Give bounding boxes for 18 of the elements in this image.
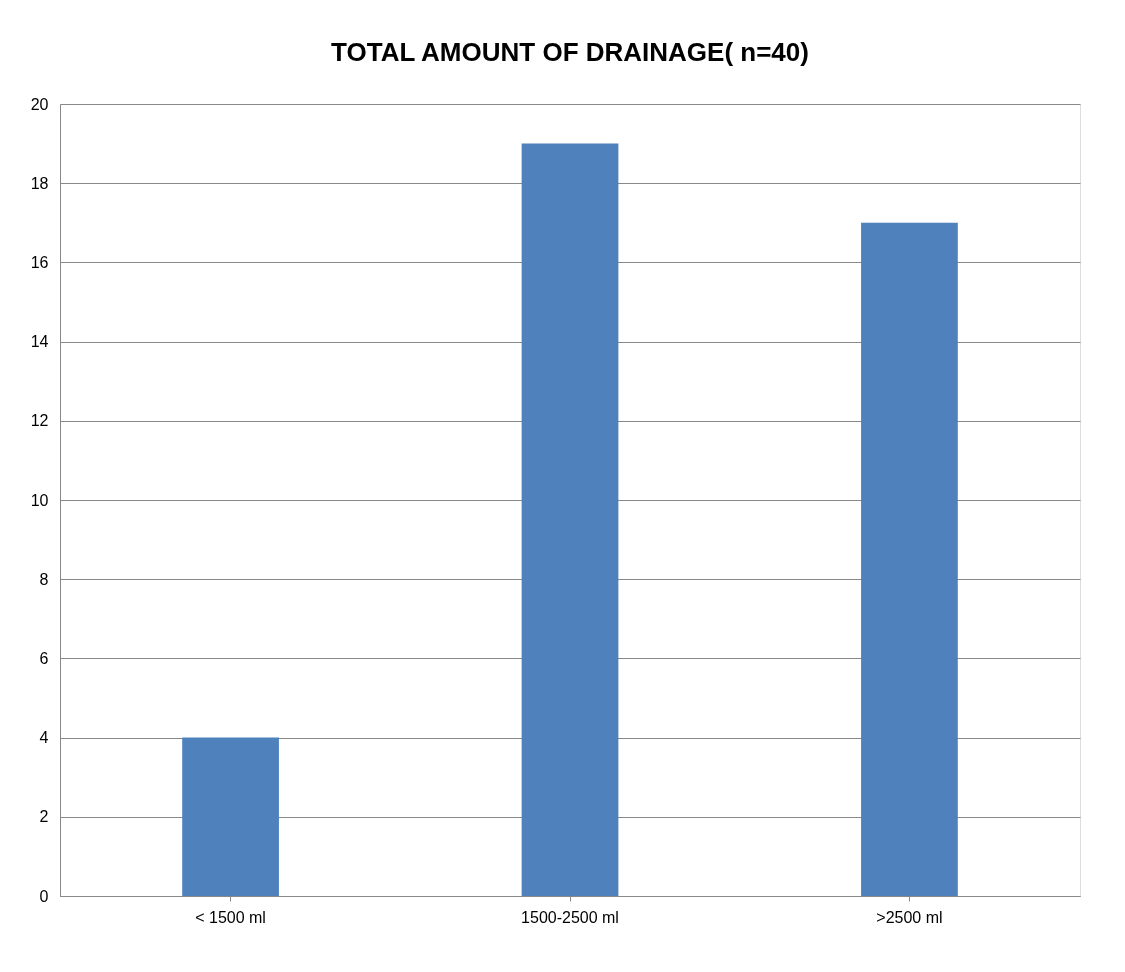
y-tick-label: 16 — [30, 253, 49, 271]
y-tick-label: 20 — [30, 95, 49, 113]
y-tick-label: 14 — [30, 333, 49, 351]
y-tick-label: 10 — [30, 491, 49, 509]
y-tick-label: 2 — [39, 808, 49, 826]
chart-title: TOTAL AMOUNT OF DRAINAGE( n=40) — [331, 37, 809, 67]
bar — [521, 143, 619, 896]
x-tick-label: >2500 ml — [876, 908, 943, 926]
y-tick-label: 4 — [39, 729, 49, 747]
y-tick-label: 0 — [39, 887, 49, 905]
x-tick-label: < 1500 ml — [195, 908, 266, 926]
y-tick-label: 6 — [39, 649, 49, 667]
bar — [861, 222, 958, 896]
y-tick-label: 12 — [30, 412, 49, 430]
x-tick-label: 1500-2500 ml — [521, 908, 619, 926]
y-tick-label: 8 — [39, 570, 49, 588]
y-tick-label: 18 — [30, 174, 49, 192]
bar — [182, 737, 279, 896]
